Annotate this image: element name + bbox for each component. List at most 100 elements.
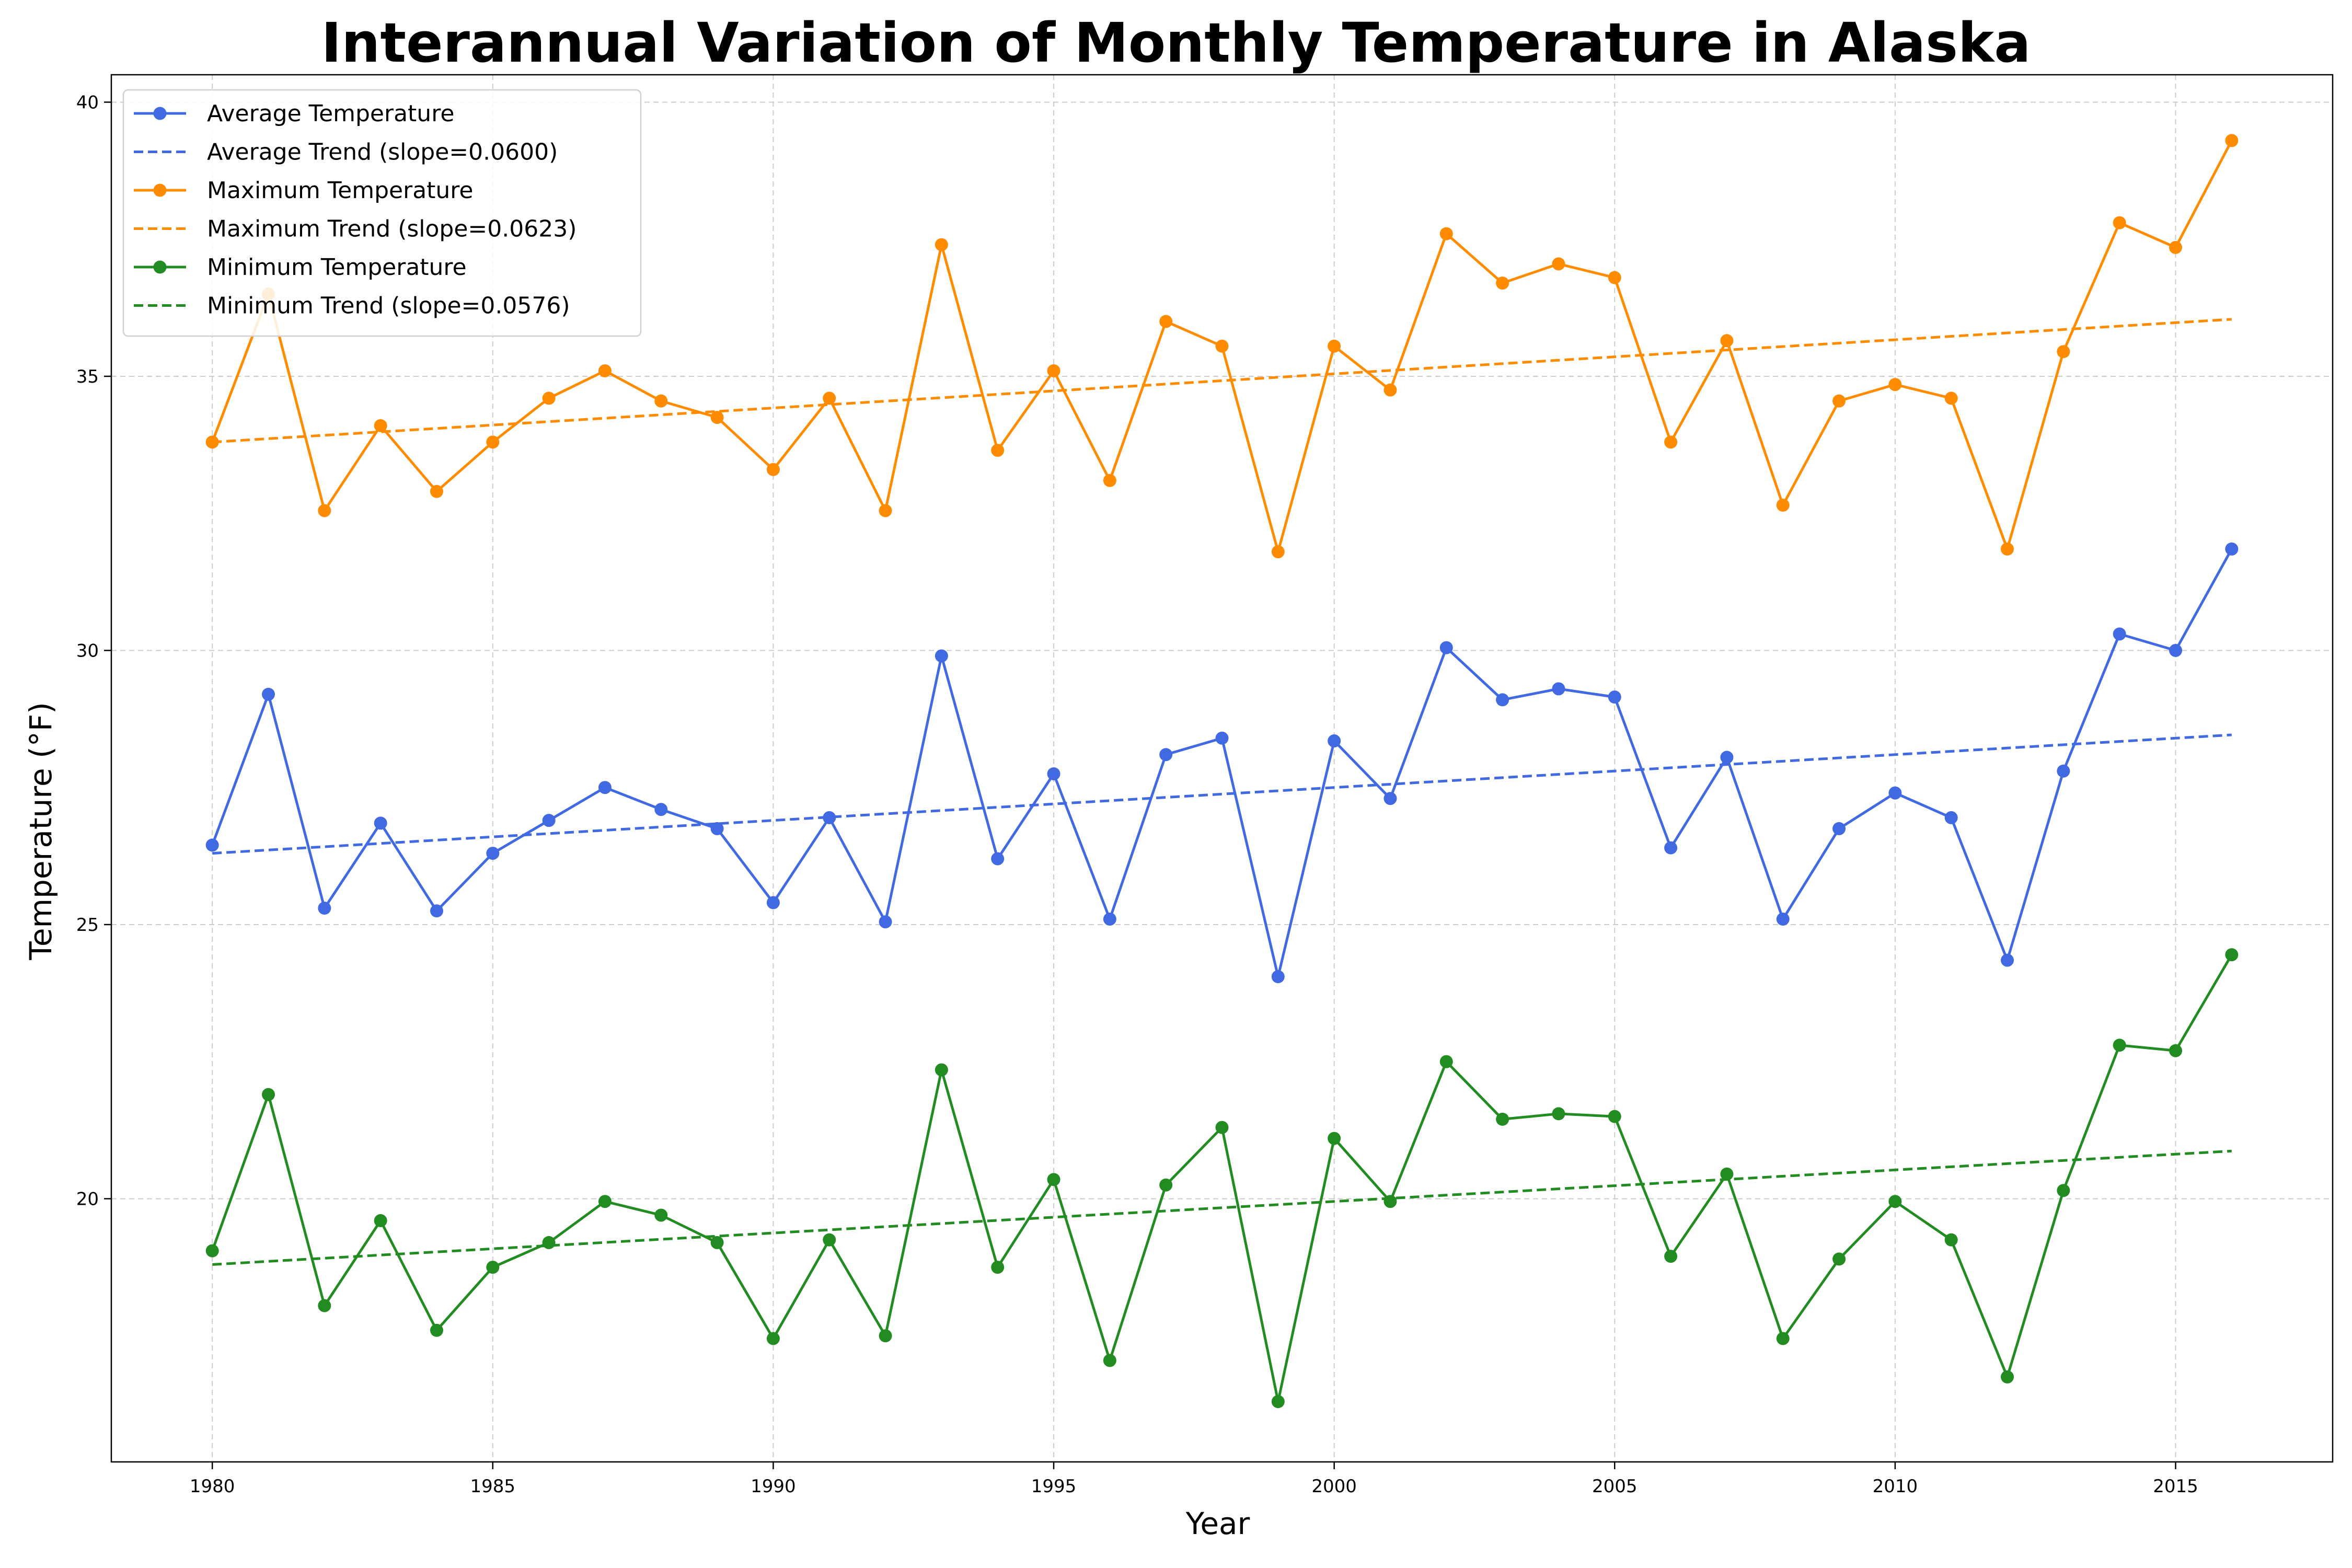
data-point xyxy=(1608,690,1621,704)
data-point xyxy=(1664,1250,1678,1263)
data-point xyxy=(1552,1107,1565,1121)
data-point xyxy=(654,1208,668,1222)
series-line xyxy=(211,954,2233,1403)
data-point xyxy=(1103,474,1116,487)
data-point xyxy=(1832,394,1846,408)
data-point xyxy=(766,896,780,909)
x-tick-label: 2005 xyxy=(1592,1476,1638,1497)
data-point xyxy=(318,901,331,915)
data-point xyxy=(2225,948,2239,962)
data-point xyxy=(262,1088,275,1101)
y-tick-label: 40 xyxy=(76,92,99,113)
legend-label: Maximum Temperature xyxy=(207,177,474,204)
data-point xyxy=(991,852,1005,866)
data-point xyxy=(2169,643,2182,657)
data-point xyxy=(1159,1178,1173,1192)
data-point xyxy=(1832,822,1846,835)
data-point xyxy=(823,391,836,405)
axis-ticks: 1980 1985 1990 1995 2000 2005 2010 2015 20 25 30 35… xyxy=(76,92,2198,1497)
data-point xyxy=(1159,748,1173,762)
data-point xyxy=(2225,542,2239,556)
data-point xyxy=(1159,315,1173,328)
data-point xyxy=(1496,276,1509,290)
x-tick-label: 1990 xyxy=(751,1476,796,1497)
data-point xyxy=(1720,1167,1734,1181)
legend: Average Temperature Average Trend (slope=… xyxy=(122,89,642,337)
data-point xyxy=(935,238,948,251)
data-point xyxy=(1439,641,1453,654)
data-point xyxy=(1328,734,1341,748)
data-point xyxy=(486,847,500,860)
data-point xyxy=(598,364,612,377)
data-point xyxy=(710,411,724,424)
data-point xyxy=(823,811,836,824)
y-tick-label: 20 xyxy=(76,1189,99,1209)
data-point xyxy=(374,816,387,830)
data-point xyxy=(1776,912,1790,926)
data-point xyxy=(1608,1110,1621,1123)
data-point xyxy=(1776,1332,1790,1345)
data-point xyxy=(1439,1055,1453,1068)
data-point xyxy=(1271,970,1285,984)
data-point xyxy=(1047,1173,1060,1186)
data-point xyxy=(2057,1184,2070,1197)
data-point xyxy=(205,435,219,449)
data-point xyxy=(1608,271,1621,284)
data-point xyxy=(879,915,892,929)
series-line xyxy=(211,548,2233,978)
data-point xyxy=(318,1299,331,1312)
data-point xyxy=(1720,751,1734,764)
x-tick-label: 1985 xyxy=(470,1476,516,1497)
data-point xyxy=(935,1063,948,1077)
data-point xyxy=(1047,767,1060,780)
data-point xyxy=(430,904,443,918)
data-point xyxy=(542,1236,556,1249)
data-point xyxy=(2113,216,2126,229)
data-point xyxy=(1103,1354,1116,1367)
legend-marker xyxy=(153,107,167,120)
data-point xyxy=(2169,1044,2182,1057)
data-point xyxy=(1888,786,1902,800)
data-point xyxy=(1664,435,1678,449)
data-point xyxy=(374,419,387,432)
data-point xyxy=(262,687,275,701)
data-point xyxy=(823,1233,836,1247)
data-point xyxy=(1047,364,1060,377)
data-point xyxy=(1944,1233,1958,1247)
data-point xyxy=(1664,841,1678,855)
data-point xyxy=(542,814,556,827)
data-point xyxy=(598,1195,612,1208)
data-point xyxy=(1103,912,1116,926)
y-tick-label: 30 xyxy=(76,640,99,661)
data-point xyxy=(1944,811,1958,824)
data-point xyxy=(486,1261,500,1274)
x-tick-label: 2010 xyxy=(1873,1476,1918,1497)
data-series xyxy=(205,134,2239,1409)
data-point xyxy=(991,1261,1005,1274)
y-axis-label: Temperature (°F) xyxy=(23,702,59,960)
trend-line xyxy=(212,733,2232,855)
data-point xyxy=(1552,257,1565,271)
trend-line xyxy=(212,1149,2232,1266)
legend-marker xyxy=(153,260,167,274)
x-tick-label: 1995 xyxy=(1031,1476,1077,1497)
data-point xyxy=(205,838,219,852)
data-point xyxy=(598,781,612,794)
data-point xyxy=(374,1214,387,1227)
legend-label: Minimum Temperature xyxy=(207,254,467,281)
data-point xyxy=(1271,545,1285,559)
trend-lines xyxy=(212,318,2232,1266)
data-point xyxy=(935,649,948,663)
legend-label: Minimum Trend (slope=0.0576) xyxy=(207,293,570,319)
data-point xyxy=(1215,339,1229,353)
data-point xyxy=(2001,542,2014,556)
data-point xyxy=(1496,1112,1509,1126)
legend-label: Average Temperature xyxy=(207,100,454,127)
data-point xyxy=(1888,378,1902,391)
data-point xyxy=(1328,1132,1341,1145)
data-point xyxy=(2001,1370,2014,1383)
legend-label: Average Trend (slope=0.0600) xyxy=(207,139,558,166)
data-point xyxy=(1944,391,1958,405)
data-point xyxy=(486,435,500,449)
data-point xyxy=(1383,1195,1397,1208)
